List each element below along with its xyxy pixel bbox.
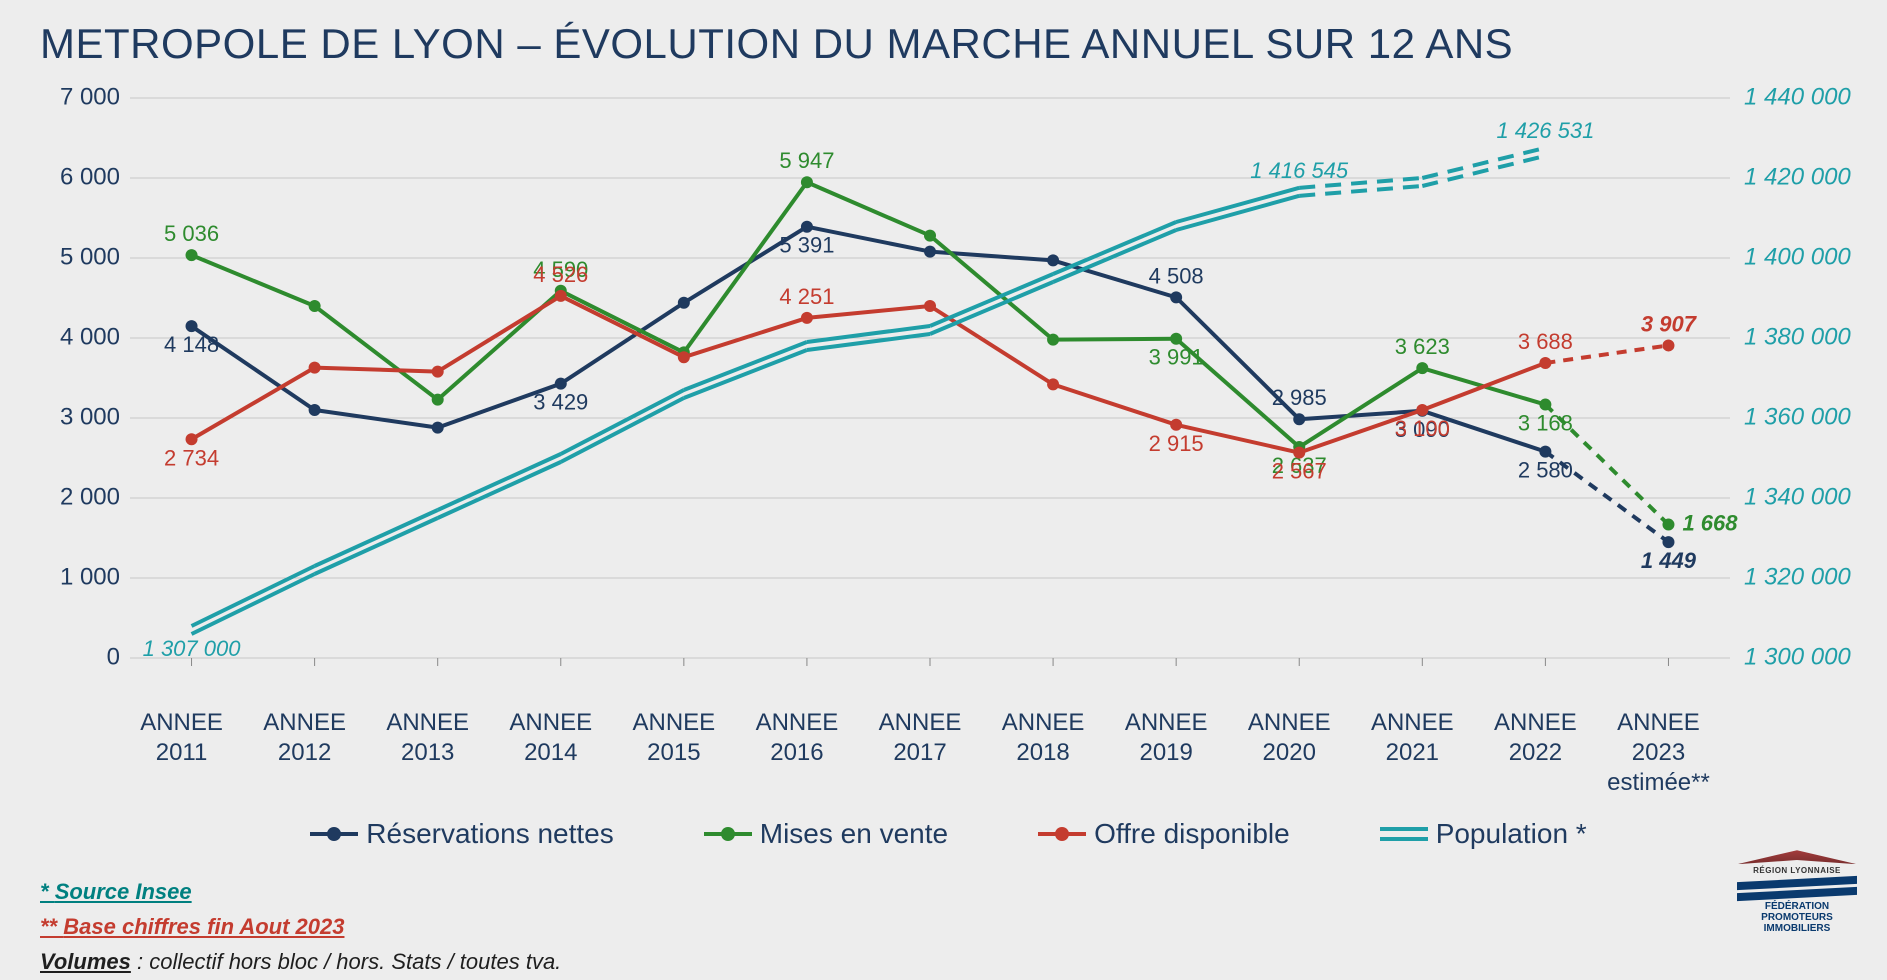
svg-text:3 100: 3 100 [1395,416,1450,441]
legend-item-mises: Mises en vente [704,818,948,850]
svg-text:6 000: 6 000 [60,163,120,190]
legend-item-offre: Offre disponible [1038,818,1290,850]
legend-label: Population * [1436,818,1587,850]
x-axis-label: ANNEE 2015 [612,708,735,798]
svg-text:1 440 000: 1 440 000 [1744,83,1851,110]
svg-text:1 420 000: 1 420 000 [1744,163,1851,190]
svg-text:1 340 000: 1 340 000 [1744,483,1851,510]
x-axis-label: ANNEE 2018 [982,708,1105,798]
logo-region: RÉGION LYONNAISE [1737,867,1857,876]
svg-text:5 000: 5 000 [60,243,120,270]
svg-text:1 400 000: 1 400 000 [1744,243,1851,270]
x-axis-label: ANNEE 2017 [858,708,981,798]
footnote1-text: Source Insee [55,879,192,904]
svg-text:1 416 545: 1 416 545 [1250,158,1349,183]
svg-text:3 623: 3 623 [1395,334,1450,359]
logo-line1: FÉDÉRATION [1737,901,1857,912]
svg-text:1 449: 1 449 [1641,548,1697,573]
svg-text:4 000: 4 000 [60,323,120,350]
svg-text:4 508: 4 508 [1149,263,1204,288]
legend: Réservations nettes Mises en vente Offre d… [40,818,1857,850]
logo-line3: IMMOBILIERS [1737,923,1857,934]
svg-text:4 148: 4 148 [164,332,219,357]
svg-text:2 567: 2 567 [1272,459,1327,484]
legend-label: Mises en vente [760,818,948,850]
svg-text:1 668: 1 668 [1682,511,1738,536]
x-axis-label: ANNEE 2023 estimée** [1597,708,1720,798]
chart: 0 1 000 2 000 3 000 4 000 5 000 6 000 7 000 1 30… [50,78,1850,698]
footnotes: * Source Insee ** Base chiffres fin Aout… [40,874,1857,980]
svg-text:3 991: 3 991 [1149,345,1204,370]
x-axis-label: ANNEE 2011 [120,708,243,798]
svg-text:7 000: 7 000 [60,83,120,110]
svg-text:3 907: 3 907 [1641,311,1698,336]
page-title: METROPOLE DE LYON – ÉVOLUTION DU MARCHE … [40,20,1857,68]
footnote-base: ** Base chiffres fin Aout 2023 [40,909,1857,944]
x-axis-label: ANNEE 2012 [243,708,366,798]
footnote2-prefix: ** [40,914,63,939]
svg-text:1 307 000: 1 307 000 [143,636,242,661]
footnote3-label: Volumes [40,949,131,974]
svg-text:5 391: 5 391 [779,233,834,258]
logo-line2: PROMOTEURS [1737,912,1857,923]
svg-text:1 300 000: 1 300 000 [1744,643,1851,670]
svg-text:5 947: 5 947 [779,148,834,173]
svg-text:2 734: 2 734 [164,445,219,470]
footnote-source: * Source Insee [40,874,1857,909]
footnote2-text: Base chiffres fin Aout 2023 [63,914,344,939]
svg-text:2 915: 2 915 [1149,431,1204,456]
svg-text:4 251: 4 251 [779,284,834,309]
legend-label: Offre disponible [1094,818,1290,850]
svg-text:3 000: 3 000 [60,403,120,430]
svg-text:2 985: 2 985 [1272,385,1327,410]
footnote1-prefix: * [40,879,55,904]
legend-item-population: Population * [1380,818,1587,850]
x-axis-label: ANNEE 2022 [1474,708,1597,798]
svg-text:2 000: 2 000 [60,483,120,510]
footnote3-rest: : collectif hors bloc / hors. Stats / to… [131,949,561,974]
chart-svg: 0 1 000 2 000 3 000 4 000 5 000 6 000 7 000 1 30… [50,78,1850,698]
svg-text:3 688: 3 688 [1518,329,1573,354]
svg-text:5 036: 5 036 [164,221,219,246]
svg-text:3 429: 3 429 [533,390,588,415]
x-axis-label: ANNEE 2013 [366,708,489,798]
svg-text:1 000: 1 000 [60,563,120,590]
x-axis-labels: ANNEE 2011ANNEE 2012ANNEE 2013ANNEE 2014… [120,708,1720,798]
footnote-volumes: Volumes : collectif hors bloc / hors. St… [40,944,1857,979]
svg-text:1 380 000: 1 380 000 [1744,323,1851,350]
svg-text:2 580: 2 580 [1518,458,1573,483]
svg-text:3 168: 3 168 [1518,411,1573,436]
legend-label: Réservations nettes [366,818,613,850]
svg-text:1 426 531: 1 426 531 [1496,118,1594,143]
x-axis-label: ANNEE 2021 [1351,708,1474,798]
svg-text:0: 0 [107,643,120,670]
svg-text:1 320 000: 1 320 000 [1744,563,1851,590]
x-axis-label: ANNEE 2014 [489,708,612,798]
x-axis-label: ANNEE 2016 [735,708,858,798]
fpi-logo: RÉGION LYONNAISE FÉDÉRATION PROMOTEURS I… [1737,850,1857,934]
svg-text:4 526: 4 526 [533,262,588,287]
x-axis-label: ANNEE 2019 [1105,708,1228,798]
legend-item-reservations: Réservations nettes [310,818,613,850]
svg-text:1 360 000: 1 360 000 [1744,403,1851,430]
x-axis-label: ANNEE 2020 [1228,708,1351,798]
